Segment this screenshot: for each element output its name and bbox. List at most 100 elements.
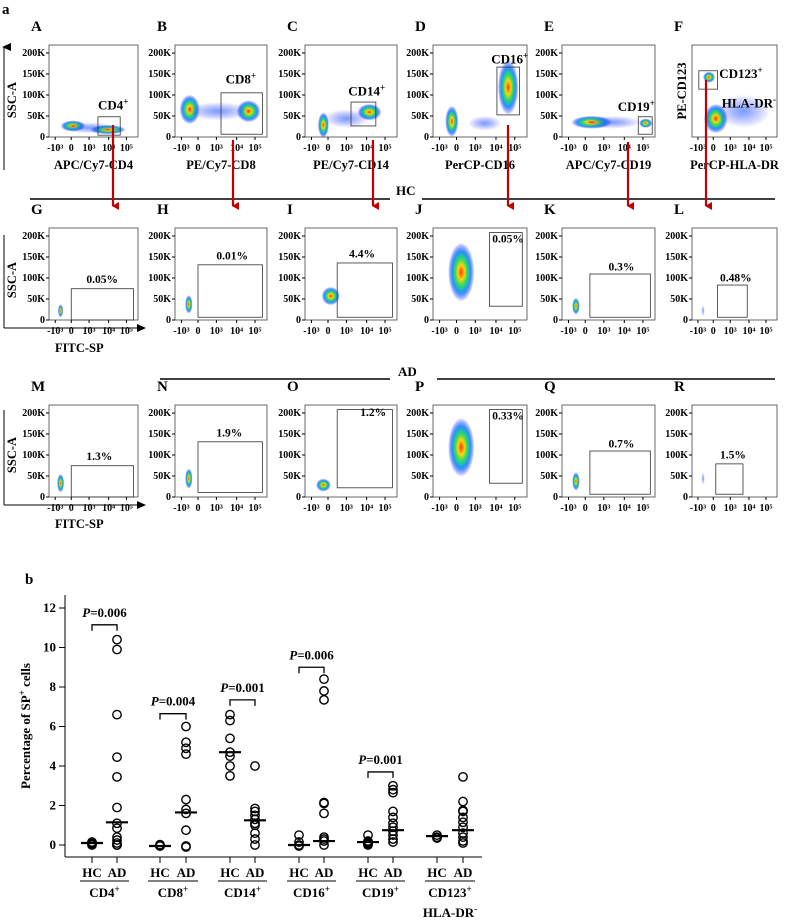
data-point-ad <box>388 806 398 817</box>
x-tick-label: 10³ <box>210 503 223 514</box>
group-label-hc-text: HC <box>427 865 447 880</box>
y-tick-label-text: 150K <box>22 252 45 263</box>
panel-letter-j: J <box>415 202 423 218</box>
panel-letter-r-text: R <box>674 379 685 395</box>
group-label-ad: AD <box>177 865 196 880</box>
y-tick-label-text: 150K <box>148 252 171 263</box>
y-tick-label-text: 150K <box>406 69 429 80</box>
x-tick-label: 10³ <box>210 143 223 154</box>
x-tick-label-text: 10⁵ <box>508 326 521 337</box>
data-point-ad <box>388 812 398 823</box>
data-point-hc <box>294 837 304 847</box>
group-name-superscript: + <box>394 884 399 894</box>
x-tick-label: 0 <box>454 326 459 337</box>
y-tick-label: 200K <box>278 408 301 419</box>
plot-frame <box>561 44 656 138</box>
panel-letter-o: O <box>287 379 299 395</box>
y-tick-label-text: 50K <box>670 294 688 305</box>
x-tick-label: 10⁵ <box>759 143 772 154</box>
x-tick-label-text: 10³ <box>83 143 96 154</box>
x-tick-label: -10³ <box>303 503 319 514</box>
gate-percent-text: 0.01% <box>216 250 248 262</box>
x-tick-label-text: -10³ <box>173 326 189 337</box>
density-cluster <box>639 118 653 128</box>
ad-label: AD <box>398 364 417 379</box>
x-tick-label-text: -10³ <box>173 503 189 514</box>
gate-label-superscript: + <box>523 50 528 60</box>
chart-y-tick-label-text: 6 <box>50 719 57 734</box>
group-label-ad: AD <box>246 865 265 880</box>
y-tick-label-text: 0 <box>683 492 688 503</box>
x-tick-label: 10⁵ <box>379 143 392 154</box>
p-symbol: P= <box>289 647 304 662</box>
x-tick-label: 0 <box>196 143 201 154</box>
chart-y-tick-label-text: 10 <box>43 640 56 655</box>
y-tick-label-text: 100K <box>665 273 688 284</box>
x-tick-label: 10⁴ <box>102 143 115 154</box>
y-tick-label: 50K <box>27 471 45 482</box>
y-tick-label: 50K <box>283 471 301 482</box>
panel-letter-a: A <box>31 19 42 35</box>
gate-box <box>717 284 748 318</box>
group-name-2-text: HLA-DR <box>423 905 475 920</box>
group-label-hc-text: HC <box>82 865 102 880</box>
panel-letter-e-text: E <box>544 19 554 35</box>
ssc-axis-label-text: SSC-A <box>5 262 19 298</box>
data-point-ad <box>181 737 191 748</box>
y-tick-label-text: 150K <box>665 429 688 440</box>
x-tick-label: 10⁴ <box>618 326 631 337</box>
y-tick-label-text: 50K <box>283 294 301 305</box>
group-name-superscript: + <box>183 884 188 894</box>
y-tick-label-text: 200K <box>406 408 429 419</box>
y-tick-label: 200K <box>148 231 171 242</box>
x-tick-label: 10⁵ <box>120 143 133 154</box>
y-tick-label: 200K <box>22 231 45 242</box>
y-tick-label: 150K <box>278 69 301 80</box>
chart-y-tick-label-text: 4 <box>50 758 57 773</box>
density-cluster <box>445 105 459 137</box>
plot-frame <box>561 227 656 321</box>
data-point-hc <box>225 733 235 744</box>
y-tick-label: 200K <box>665 408 688 419</box>
x-tick-label-text: 10⁵ <box>249 326 262 337</box>
y-tick-label: 100K <box>406 450 429 461</box>
y-tick-label-text: 100K <box>406 450 429 461</box>
x-tick-label-text: 10⁴ <box>102 143 115 154</box>
x-tick-label: 0 <box>454 503 459 514</box>
x-tick-label: 10³ <box>597 326 610 337</box>
data-point-ad <box>388 787 398 798</box>
gate-box <box>496 66 520 116</box>
panel-b-label-text: b <box>25 572 33 588</box>
group-label-ad-text: AD <box>108 865 127 880</box>
gate-label-text: CD16 <box>491 51 523 66</box>
x-tick-label: 0 <box>583 143 588 154</box>
x-tick-label-text: 10⁴ <box>230 326 243 337</box>
group-label-hc: HC <box>358 865 378 880</box>
x-tick-label: -10³ <box>690 326 706 337</box>
y-tick-label: 0 <box>296 315 301 326</box>
x-tick-label-text: -10³ <box>303 326 319 337</box>
data-point-ad <box>250 761 260 771</box>
x-tick-label: 10⁴ <box>360 326 373 337</box>
x-tick-label: -10³ <box>560 143 576 154</box>
x-tick-label-text: 10³ <box>83 326 96 337</box>
gate-label: CD14+ <box>348 83 385 99</box>
data-point-ad <box>181 749 191 760</box>
gate-box <box>589 450 651 495</box>
gate-box <box>637 116 653 135</box>
x-tick-label: 10³ <box>597 143 610 154</box>
y-tick-label: 0 <box>40 492 45 503</box>
x-tick-label-text: -10³ <box>560 503 576 514</box>
data-point-ad <box>250 803 260 814</box>
data-point-ad <box>181 825 191 836</box>
y-tick-label-text: 50K <box>283 111 301 122</box>
x-tick-label: 10⁴ <box>489 503 502 514</box>
x-axis-label: PerCP-HLA-DR <box>690 158 780 172</box>
ssc-axis-label: SSC-A <box>5 82 19 118</box>
y-tick-label-text: 0 <box>424 132 429 143</box>
gate-label-2-superscript: - <box>773 95 776 105</box>
x-tick-label: 10⁵ <box>120 503 133 514</box>
y-tick-label-text: 0 <box>296 492 301 503</box>
group-name: CD123+ <box>428 884 471 900</box>
